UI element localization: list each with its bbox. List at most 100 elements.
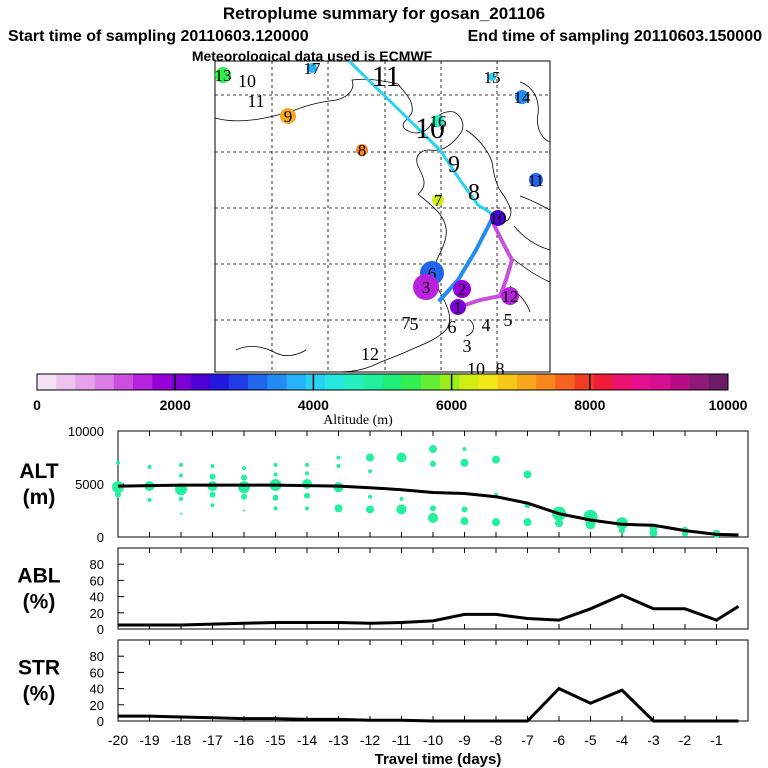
colorbar-swatch [324, 374, 345, 390]
altitude-point [112, 481, 124, 494]
panel-alt: ALT (m) 0 5000 10000 [19, 424, 749, 545]
altitude-point [241, 474, 247, 481]
x-tick-label: -15 [265, 732, 285, 748]
map-marker-label: 12 [502, 287, 519, 306]
altitude-point [302, 479, 312, 489]
colorbar-swatch [363, 374, 383, 390]
altitude-point [334, 504, 343, 513]
y-tick-label: 60 [90, 665, 104, 680]
x-tick-label: -2 [679, 732, 692, 748]
colorbar-swatch [37, 374, 57, 390]
altitude-point [523, 518, 532, 527]
map-markers: 13 17 15 14 9 16 8 11 7 10 6 12 3 21 [215, 59, 545, 317]
y-tick-label: 20 [90, 606, 104, 621]
altitude-point [523, 470, 532, 479]
colorbar-swatch [555, 374, 575, 390]
map-marker-dot [450, 299, 466, 315]
altitude-point [399, 496, 404, 501]
map-marker-label: 13 [215, 66, 232, 85]
x-tick-label: -8 [490, 732, 503, 748]
altitude-point [116, 460, 120, 465]
altitude-point [304, 492, 310, 499]
altitude-point [241, 493, 247, 500]
colorbar-tick-label: 2000 [160, 397, 191, 413]
y-tick-label: 40 [90, 682, 104, 697]
time-series-panels: ALT(m)0500010000ABL(%)020406080STR(%)020… [17, 424, 749, 768]
colorbar-swatch [171, 374, 191, 390]
colorbar-swatch [420, 374, 441, 390]
panel-label: ALT [19, 460, 58, 483]
map-marker-dot [413, 274, 439, 300]
coastline-japan-1 [519, 81, 551, 143]
colorbar-swatch [632, 374, 652, 390]
colorbar-swatch [286, 374, 307, 390]
altitude-point [305, 506, 309, 511]
altitude-point [305, 471, 309, 476]
panel-unit-label: (m) [23, 486, 56, 509]
altitude-point [210, 503, 215, 508]
colorbar-swatch [593, 374, 614, 390]
altitude-point [115, 491, 121, 498]
x-tick-label: -20 [108, 732, 128, 748]
y-tick-label: 5000 [75, 477, 104, 492]
altitude-point [179, 496, 183, 501]
altitude-point [273, 462, 278, 467]
altitude-point [649, 528, 658, 537]
altitude-point [396, 504, 407, 515]
map-number-label: 10 [238, 71, 256, 91]
map-marker-dot [501, 287, 519, 305]
map-marker-dot [488, 73, 496, 81]
map-marker-label: 3 [422, 278, 431, 297]
altitude-point [209, 473, 216, 480]
altitude-point [368, 469, 372, 474]
map-number-label: 9 [448, 152, 460, 178]
panel-label: ABL [17, 565, 60, 588]
altitude-point [243, 509, 245, 512]
map-marker-dot [490, 210, 506, 226]
coastline-island-b [465, 319, 474, 337]
colorbar-swatch [516, 374, 537, 390]
colorbar-swatch [574, 374, 594, 390]
colorbar-swatch [612, 374, 633, 390]
map-marker-label: 8 [358, 141, 367, 160]
x-tick-label: -3 [647, 732, 660, 748]
coastline-bohai [397, 83, 464, 135]
colorbar-swatch [478, 374, 498, 390]
colorbar-swatch [440, 374, 460, 390]
trajectory-tracks [348, 60, 515, 308]
map-number-label: 4 [482, 315, 491, 335]
str-series-line [118, 686, 739, 723]
colorbar-swatch [459, 374, 479, 390]
map-marker-dot [529, 173, 543, 187]
x-tick-label: -19 [139, 732, 159, 748]
colorbar-swatch [708, 374, 729, 390]
start-time-label: Start time of sampling 20110603.120000 [8, 28, 309, 45]
y-tick-label: 60 [90, 573, 104, 588]
map-marker-label: 16 [430, 112, 447, 131]
altitude-point [305, 462, 309, 467]
map-number-label: 8 [468, 180, 480, 206]
map-marker-dot [280, 108, 296, 124]
altitude-colorbar [36, 373, 729, 391]
map-marker-dot [215, 67, 231, 83]
colorbar-swatch [497, 374, 518, 390]
map-marker-label: 9 [284, 107, 293, 126]
map-number-label: 12 [361, 344, 379, 364]
coastline-north [214, 78, 399, 122]
map-marker-label: 6 [428, 264, 437, 283]
x-tick-label: -10 [423, 732, 443, 748]
x-tick-label: -7 [521, 732, 534, 748]
altitude-point [461, 506, 468, 513]
y-tick-label: 80 [90, 557, 104, 572]
map-gridlines [215, 61, 550, 372]
colorbar-swatch [190, 374, 211, 390]
altitude-point [492, 518, 500, 527]
x-tick-label: -6 [553, 732, 566, 748]
x-tick-label: -16 [234, 732, 254, 748]
altitude-point [429, 445, 437, 454]
coastline-japan-3 [513, 225, 551, 251]
colorbar-tick-label: 8000 [574, 397, 605, 413]
altitude-point [242, 466, 246, 471]
map-marker-dot [432, 194, 444, 206]
